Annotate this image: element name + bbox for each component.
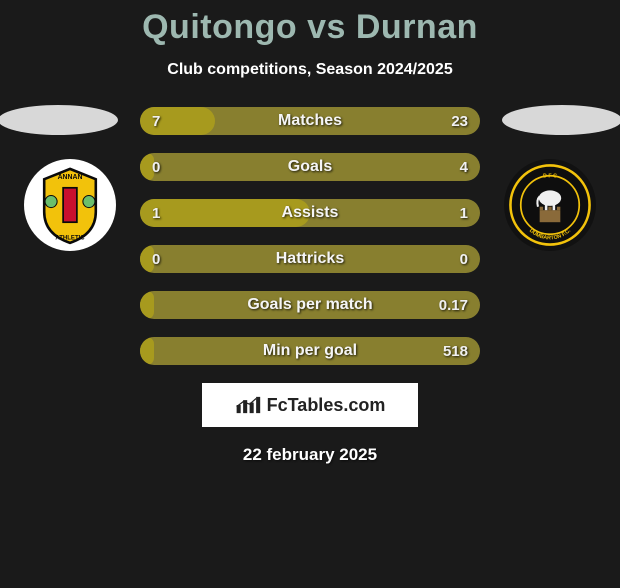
brand-text: FcTables.com — [267, 395, 386, 416]
stat-label: Matches — [140, 107, 480, 135]
stat-row: 518Min per goal — [140, 337, 480, 365]
stat-label: Goals per match — [140, 291, 480, 319]
comparison-stage: ANNAN ATHLETIC D F C DUMBARTON F.C. 723M… — [0, 107, 620, 365]
badge-left: ANNAN ATHLETIC — [24, 159, 116, 251]
brand-box[interactable]: FcTables.com — [202, 383, 418, 427]
ellipse-right — [502, 105, 620, 135]
stat-row: 0.17Goals per match — [140, 291, 480, 319]
stat-rows: 723Matches 04Goals 11Assists 00Hattricks 0.1… — [140, 107, 480, 365]
badge-right: D F C DUMBARTON F.C. — [504, 159, 596, 251]
stat-row: 723Matches — [140, 107, 480, 135]
page-title: Quitongo vs Durnan — [0, 8, 620, 47]
annan-athletic-crest-icon: ANNAN ATHLETIC — [27, 162, 113, 248]
page-subtitle: Club competitions, Season 2024/2025 — [0, 61, 620, 79]
stat-label: Goals — [140, 153, 480, 181]
bar-chart-icon — [235, 395, 261, 415]
annan-text-bottom: ATHLETIC — [55, 235, 85, 241]
stat-row: 00Hattricks — [140, 245, 480, 273]
ellipse-left — [0, 105, 118, 135]
stat-label: Hattricks — [140, 245, 480, 273]
annan-text-top: ANNAN — [58, 174, 83, 181]
dumbarton-text-top: D F C — [543, 173, 557, 179]
stat-label: Min per goal — [140, 337, 480, 365]
stat-row: 11Assists — [140, 199, 480, 227]
stat-label: Assists — [140, 199, 480, 227]
dumbarton-fc-crest-icon: D F C DUMBARTON F.C. — [507, 162, 593, 248]
footer-date: 22 february 2025 — [0, 445, 620, 465]
stat-row: 04Goals — [140, 153, 480, 181]
